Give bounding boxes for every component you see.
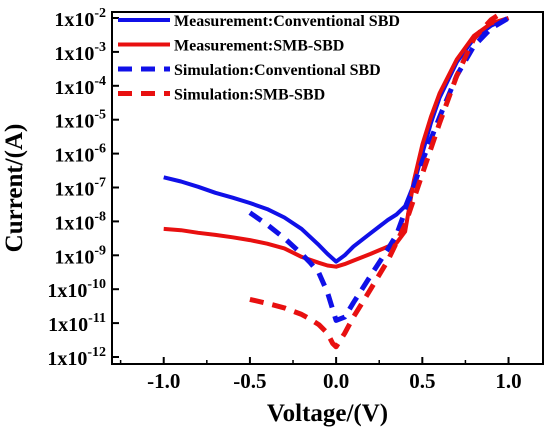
y-tick-label: 1x10-3 [54,40,106,65]
y-tick-label: 1x10-5 [54,108,106,133]
y-tick-base: 1x10 [54,77,94,99]
legend-label-2: Measurement:SMB-SBD [174,38,344,55]
y-tick-exponent: -12 [87,345,106,360]
y-tick-label: 1x10-11 [48,311,106,336]
series-layer [163,11,510,350]
y-tick-base: 1x10 [54,9,94,31]
y-tick-exponent: -6 [94,142,106,157]
y-tick-label: 1x10-4 [54,74,106,99]
x-tick-label: -0.5 [233,369,266,393]
x-axis-ticks: -1.0 -0.5 0.0 0.5 1.0 [119,357,522,393]
y-axis-ticks: 1x10-21x10-31x10-41x10-51x10-61x10-71x10… [47,6,119,370]
y-tick-exponent: -7 [94,176,106,191]
legend-label-4: Simulation:SMB-SBD [174,87,325,104]
x-tick-label: 0.5 [409,369,435,393]
x-tick-label: -1.0 [147,369,180,393]
y-tick-base: 1x10 [54,145,94,167]
y-tick-base: 1x10 [47,280,87,302]
y-tick-label: 1x10-7 [54,176,106,201]
y-tick-exponent: -10 [87,277,106,292]
y-tick-label: 1x10-10 [47,277,106,302]
x-tick-label: 1.0 [495,369,521,393]
y-tick-exponent: -2 [94,6,106,21]
series-line-1 [163,16,510,264]
y-tick-base: 1x10 [54,179,94,201]
legend: Measurement:Conventional SBD Measurement:… [118,13,400,104]
legend-label-3: Simulation:Conventional SBD [174,62,381,79]
x-axis-title: Voltage/(V) [267,400,388,427]
y-tick-exponent: -9 [94,243,106,258]
y-tick-label: 1x10-9 [54,243,106,268]
y-tick-base: 1x10 [54,43,94,65]
series-line-2 [163,16,510,269]
y-tick-exponent: -8 [94,209,106,224]
y-tick-label: 1x10-6 [54,142,106,167]
y-tick-exponent: -4 [94,74,106,89]
y-axis-title: Current/(A) [1,124,28,253]
y-tick-base: 1x10 [54,246,94,268]
y-tick-base: 1x10 [48,314,88,336]
y-tick-exponent: -5 [94,108,106,123]
y-tick-label: 1x10-8 [54,209,106,234]
legend-label-1: Measurement:Conventional SBD [174,13,400,30]
y-tick-exponent: -3 [94,40,106,55]
y-tick-label: 1x10-12 [47,345,106,370]
y-tick-base: 1x10 [47,348,87,370]
y-tick-label: 1x10-2 [54,6,106,31]
series-line-4 [249,11,502,350]
y-tick-base: 1x10 [54,111,94,133]
x-tick-label: 0.0 [323,369,349,393]
y-tick-exponent: -11 [88,311,106,326]
y-tick-base: 1x10 [54,212,94,234]
series-line-3 [248,15,510,323]
